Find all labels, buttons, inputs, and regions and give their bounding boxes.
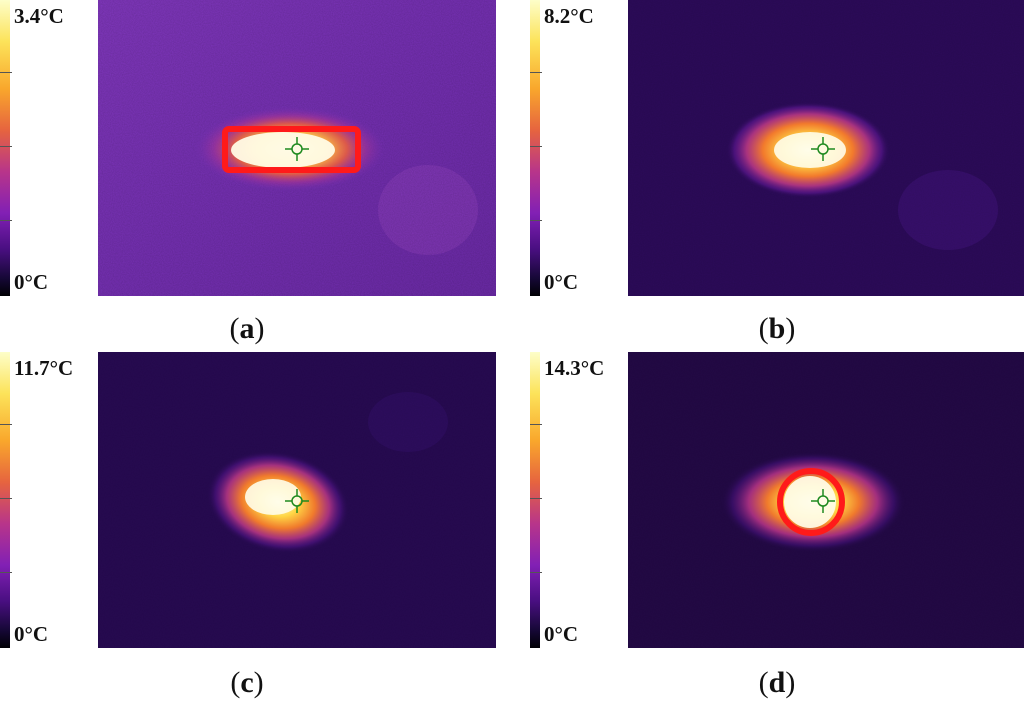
colorbar-tick bbox=[530, 572, 542, 573]
caption-a: (a) bbox=[229, 312, 265, 345]
colorbar-tick bbox=[530, 146, 542, 147]
colorbar-min-label: 0°C bbox=[14, 270, 49, 294]
caption-b: (b) bbox=[758, 312, 796, 345]
thermal-panel-b: 8.2°C 0°C bbox=[530, 0, 1024, 300]
crosshair-icon bbox=[285, 137, 309, 161]
crosshair-icon bbox=[811, 489, 835, 513]
colorbar-tick bbox=[530, 498, 542, 499]
crosshair-icon bbox=[285, 489, 309, 513]
colorbar-max-label: 14.3°C bbox=[544, 356, 605, 380]
thermal-panel-d: 14.3°C 0°C bbox=[530, 352, 1024, 652]
colorbar-tick bbox=[0, 572, 12, 573]
roi-circle bbox=[777, 468, 845, 536]
caption-d: (d) bbox=[758, 666, 796, 699]
colorbar-tick bbox=[0, 220, 12, 221]
colorbar-tick bbox=[530, 424, 542, 425]
colorbar-max-label: 11.7°C bbox=[14, 356, 74, 380]
thermal-panel-c: 11.7°C 0°C bbox=[0, 352, 500, 652]
thermal-panel-a: 3.4°C 0°C bbox=[0, 0, 500, 300]
colorbar-max-label: 3.4°C bbox=[14, 4, 64, 28]
colorbar-min-label: 0°C bbox=[14, 622, 49, 646]
colorbar-tick bbox=[530, 220, 542, 221]
crosshair-icon bbox=[811, 137, 835, 161]
thermal-image-a bbox=[98, 0, 496, 296]
colorbar-tick bbox=[0, 72, 12, 73]
colorbar-min-label: 0°C bbox=[544, 622, 579, 646]
colorbar-min-label: 0°C bbox=[544, 270, 579, 294]
colorbar-tick bbox=[0, 424, 12, 425]
caption-c: (c) bbox=[230, 666, 264, 699]
colorbar-a bbox=[0, 0, 10, 296]
colorbar-b bbox=[530, 0, 540, 296]
thermal-image-c bbox=[98, 352, 496, 648]
colorbar-tick bbox=[0, 146, 12, 147]
colorbar-tick bbox=[530, 72, 542, 73]
colorbar-max-label: 8.2°C bbox=[544, 4, 594, 28]
colorbar-d bbox=[530, 352, 540, 648]
thermal-image-d bbox=[628, 352, 1024, 648]
colorbar-c bbox=[0, 352, 10, 648]
thermal-image-b bbox=[628, 0, 1024, 296]
roi-rectangle bbox=[222, 126, 361, 173]
colorbar-tick bbox=[0, 498, 12, 499]
